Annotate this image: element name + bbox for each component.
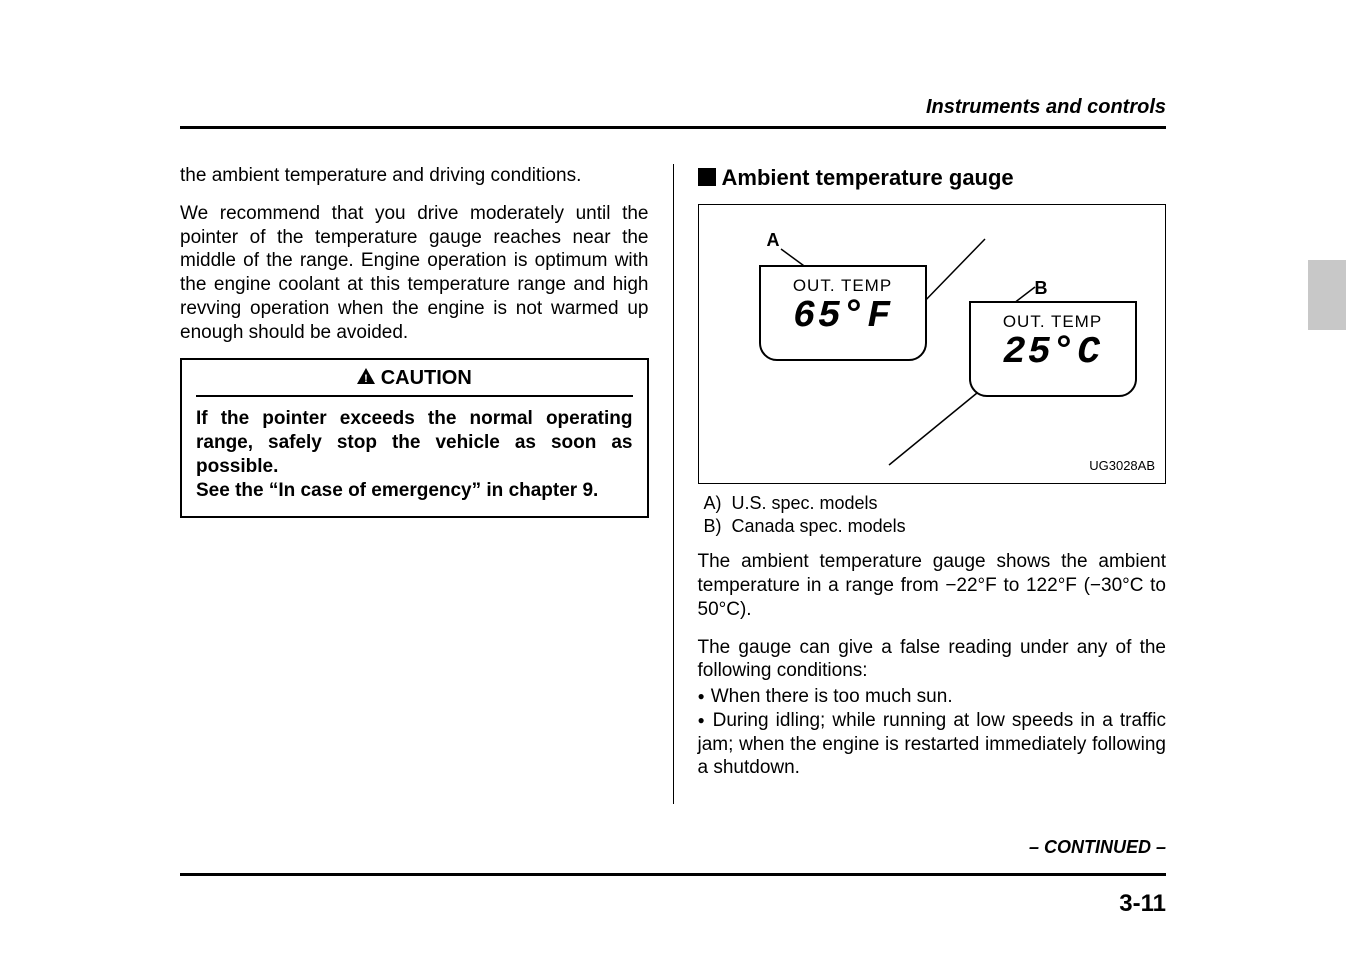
continued-label: – CONTINUED – [1029, 837, 1166, 858]
gauge-b-value: 25°C [971, 334, 1135, 372]
svg-text:!: ! [364, 373, 368, 384]
heading-text: Ambient temperature gauge [722, 165, 1014, 190]
gauge-a-label: OUT. TEMP [761, 275, 925, 296]
square-bullet-icon [698, 168, 716, 186]
right-column: Ambient temperature gauge A B OUT. TEMP … [674, 164, 1167, 804]
gauge-a-value: 65°F [761, 298, 925, 336]
left-column: the ambient temperature and driving cond… [180, 164, 674, 804]
key-item-b: B) Canada spec. models [704, 515, 1167, 538]
figure-code: UG3028AB [1089, 458, 1155, 474]
para-recommendation: We recommend that you drive moderately u… [180, 202, 649, 345]
manual-page: Instruments and controls the ambient tem… [0, 0, 1346, 954]
gauge-b: OUT. TEMP 25°C [969, 301, 1137, 397]
caution-box: ! CAUTION If the pointer exceeds the nor… [180, 358, 649, 518]
para-intro-cont: the ambient temperature and driving cond… [180, 164, 649, 188]
figure-label-b: B [1035, 277, 1048, 300]
figure-key: A) U.S. spec. models B) Canada spec. mod… [698, 492, 1167, 539]
caution-body: If the pointer exceeds the normal operat… [182, 397, 647, 516]
warning-triangle-icon: ! [357, 366, 375, 391]
chapter-tab [1308, 260, 1346, 330]
caution-line-2: See the “In case of emergency” in chapte… [196, 479, 633, 503]
bullet-idling-text: During idling; while running at low spee… [698, 710, 1167, 779]
page-number: 3-11 [1119, 890, 1166, 918]
para-gauge-range: The ambient temperature gauge shows the … [698, 550, 1167, 621]
figure-label-a: A [767, 229, 780, 252]
subsection-heading: Ambient temperature gauge [698, 164, 1167, 192]
figure-box: A B OUT. TEMP 65°F OUT. TEMP 25°C [698, 204, 1167, 484]
gauge-b-label: OUT. TEMP [971, 311, 1135, 332]
footer-rule [180, 873, 1166, 876]
caution-label: CAUTION [381, 367, 472, 389]
bullet-sun-text: When there is too much sun. [711, 686, 953, 707]
caution-title: ! CAUTION [196, 360, 633, 397]
header-rule [180, 126, 1166, 129]
caution-line-1: If the pointer exceeds the normal operat… [196, 407, 633, 478]
content-columns: the ambient temperature and driving cond… [180, 164, 1166, 804]
gauge-a: OUT. TEMP 65°F [759, 265, 927, 361]
bullet-sun: When there is too much sun. [698, 685, 1167, 709]
key-item-a: A) U.S. spec. models [704, 492, 1167, 515]
bullet-idling: During idling; while running at low spee… [698, 709, 1167, 780]
para-false-reading: The gauge can give a false reading under… [698, 636, 1167, 684]
section-title: Instruments and controls [926, 96, 1166, 119]
